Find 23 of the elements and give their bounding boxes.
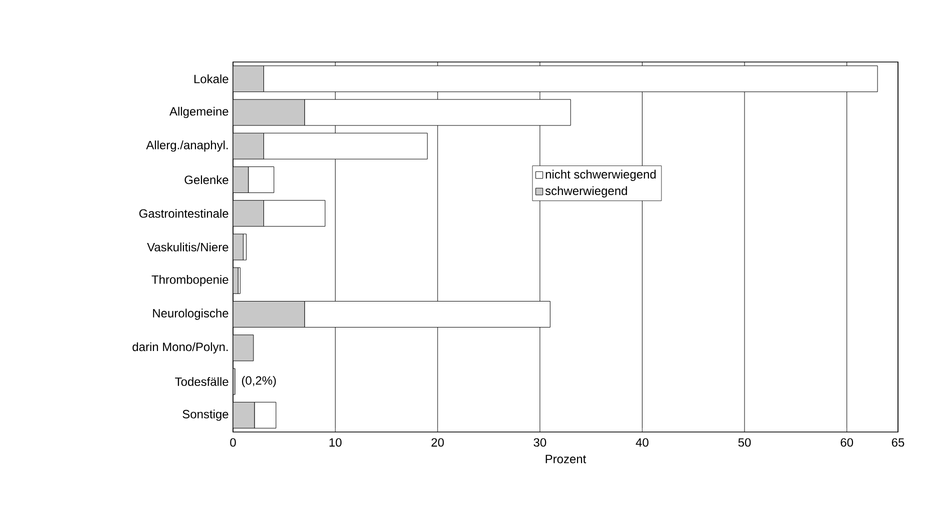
y-tick-label: Sonstige <box>182 410 228 421</box>
y-tick-label: Gastrointestinale <box>139 208 228 218</box>
y-tick-label: Thrombopenie <box>152 275 228 286</box>
y-tick-label: Todesfälle <box>175 377 228 386</box>
y-tick-label: Vaskulitis/Niere <box>147 242 228 252</box>
x-tick-label: 50 <box>738 438 751 447</box>
x-tick-label: 65 <box>892 438 904 447</box>
x-tick-label: 60 <box>840 438 854 447</box>
y-tick-label: Lokale <box>194 74 228 84</box>
x-tick-label: 20 <box>432 438 444 447</box>
y-tick-label: Allerg./anaphyl. <box>146 140 228 152</box>
x-axis-title: Prozent <box>546 454 586 464</box>
annotation: (0,2%) <box>242 376 276 388</box>
y-tick-label: Gelenke <box>184 175 228 184</box>
y-tick-label: darin Mono/Polyn. <box>132 342 228 354</box>
legend-label: nicht schwerwiegend <box>546 170 656 181</box>
x-tick-label: 40 <box>636 438 648 447</box>
x-tick-label: 10 <box>330 438 342 447</box>
x-tick-label: 30 <box>534 438 546 447</box>
legend-label: schwerwiegend <box>545 186 627 198</box>
x-tick-label: 0 <box>230 438 236 447</box>
y-tick-label: Neurologische <box>153 308 228 320</box>
y-tick-label: Allgemeine <box>169 106 228 118</box>
